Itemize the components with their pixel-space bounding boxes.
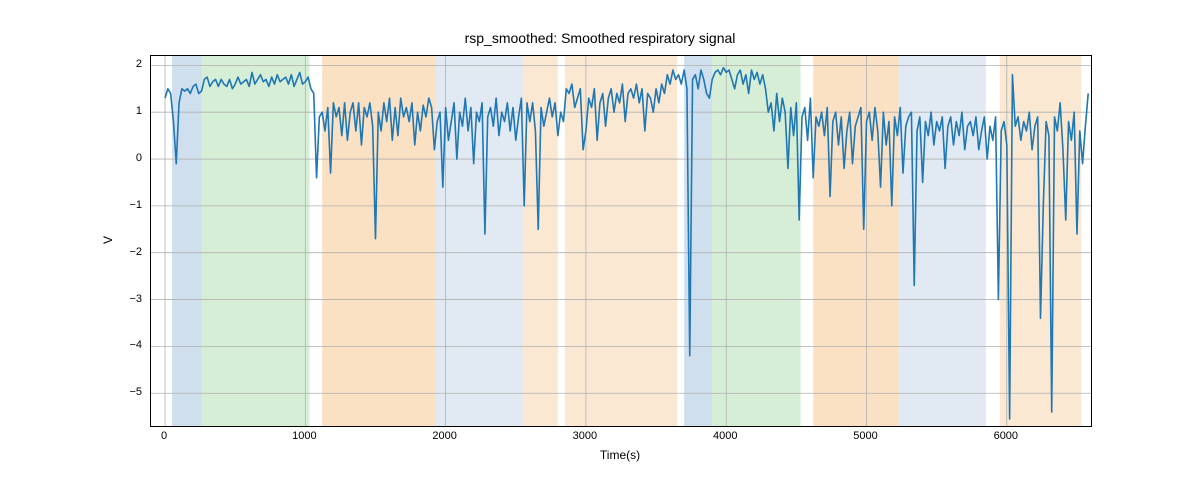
region-shade (172, 56, 201, 426)
x-tick-label: 2000 (432, 430, 456, 442)
region-shade (899, 56, 986, 426)
x-tick-label: 5000 (853, 430, 877, 442)
chart-container: rsp_smoothed: Smoothed respiratory signa… (0, 0, 1200, 500)
chart-title: rsp_smoothed: Smoothed respiratory signa… (0, 30, 1200, 46)
x-tick-label: 0 (161, 430, 167, 442)
region-shade (712, 56, 800, 426)
y-tick-label: −1 (129, 199, 142, 211)
y-tick-label: −3 (129, 293, 142, 305)
y-axis-label: V (101, 236, 115, 244)
x-tick-label: 6000 (994, 430, 1018, 442)
plot-svg (151, 56, 1091, 426)
x-tick-label: 3000 (573, 430, 597, 442)
region-shade (436, 56, 523, 426)
x-tick-label: 1000 (292, 430, 316, 442)
y-tick-label: −4 (129, 339, 142, 351)
region-shade (202, 56, 310, 426)
y-tick-label: 1 (136, 105, 142, 117)
x-tick-label: 4000 (713, 430, 737, 442)
y-tick-label: 0 (136, 152, 142, 164)
x-axis-label: Time(s) (150, 448, 1090, 462)
plot-area (150, 55, 1092, 427)
y-tick-label: −5 (129, 386, 142, 398)
y-tick-label: −2 (129, 246, 142, 258)
y-tick-label: 2 (136, 58, 142, 70)
